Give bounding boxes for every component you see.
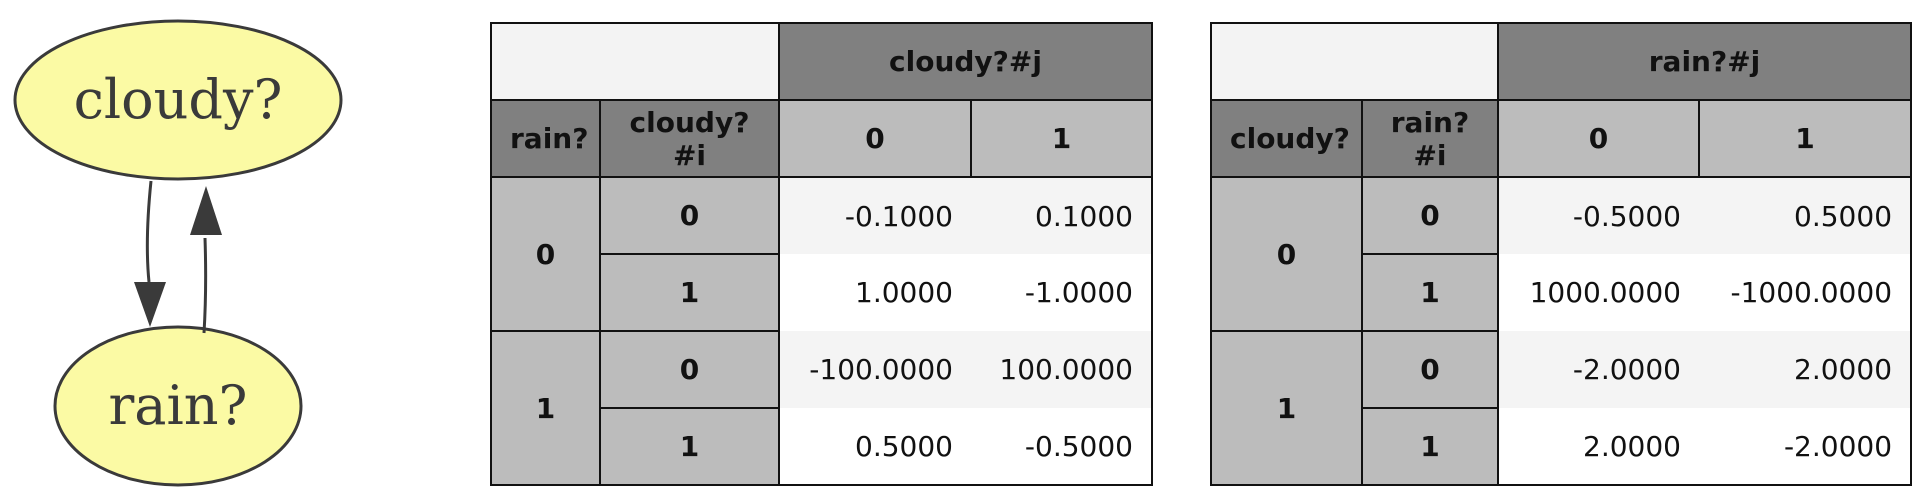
row-outer-value: 0 [1210,176,1363,332]
table-row: 1 0 -100.0000 100.0000 [490,330,1152,486]
row-inner-value: 0 [599,176,780,255]
table-cell: 0.5000 [779,408,971,485]
table-cell: 2.0000 [1699,331,1912,408]
table-cell: -1.0000 [971,254,1152,331]
node-cloudy[interactable] [13,19,343,181]
row-variable-inner-header: cloudy?#i [599,99,780,178]
table-cell: 0.1000 [971,177,1152,254]
table-corner [490,22,780,101]
row-inner-value: 0 [599,330,780,409]
table-row: 1 1.0000 -1.0000 [491,253,1152,332]
row-inner-value: 1 [1361,407,1499,486]
column-value-header: 0 [778,99,972,178]
table-corner [1210,22,1499,101]
row-outer-value: 0 [490,176,601,332]
table-cell: -0.5000 [1498,177,1699,254]
bayes-network-graph: cloudy? rain? [13,19,343,487]
column-value-header: 1 [970,99,1153,178]
table-row: 1 0 -2.0000 2.0000 [1210,330,1912,486]
table-cell: -100.0000 [779,331,971,408]
table-cell: -0.5000 [971,408,1152,485]
table-cell: -2.0000 [1699,408,1912,485]
node-rain-label: rain? [108,374,247,437]
row-outer-value: 1 [490,330,601,486]
row-variable-outer-header: rain? [490,99,601,178]
column-value-header: 1 [1697,99,1913,178]
table-cell: 100.0000 [971,331,1152,408]
table-row: 1 0.5000 -0.5000 [491,407,1152,486]
row-inner-value: 0 [1361,330,1499,409]
table-row: 0 0 -0.5000 0.5000 [1210,176,1912,332]
row-inner-value: 1 [599,407,780,486]
row-inner-value: 1 [599,253,780,332]
table-cell: 1.0000 [779,254,971,331]
table-cell: -2.0000 [1498,331,1699,408]
row-variable-inner-header: rain?#i [1361,99,1499,178]
table-row: 1 1000.0000 -1000.0000 [1211,253,1912,332]
column-variable-header: rain?#j [1496,22,1913,101]
row-variable-outer-header: cloudy? [1210,99,1363,178]
table-cell: 1000.0000 [1498,254,1699,331]
row-outer-value: 1 [1210,330,1363,486]
row-inner-value: 0 [1361,176,1499,255]
node-cloudy-label: cloudy? [74,68,283,131]
table-cell: 2.0000 [1498,408,1699,485]
edge-cloudy-to-rain-arrowhead [134,282,166,327]
potential-table-rain-cloudy: cloudy?#j rain? cloudy?#i 0 1 0 0 -0.100… [490,22,1153,486]
column-value-header: 0 [1497,99,1700,178]
table-cell: -0.1000 [779,177,971,254]
column-variable-header: cloudy?#j [778,22,1153,101]
row-inner-value: 1 [1361,253,1499,332]
node-rain[interactable] [53,325,303,487]
table-row: 0 0 -0.1000 0.1000 [490,176,1152,332]
edge-rain-to-cloudy-arrowhead [190,186,222,235]
table-cell: -1000.0000 [1699,254,1912,331]
table-row: 1 2.0000 -2.0000 [1211,407,1912,486]
edge-rain-to-cloudy [202,237,208,334]
table-cell: 0.5000 [1699,177,1912,254]
potential-table-cloudy-rain: rain?#j cloudy? rain?#i 0 1 0 0 -0.5000 … [1210,22,1913,486]
edge-cloudy-to-rain [145,180,153,283]
